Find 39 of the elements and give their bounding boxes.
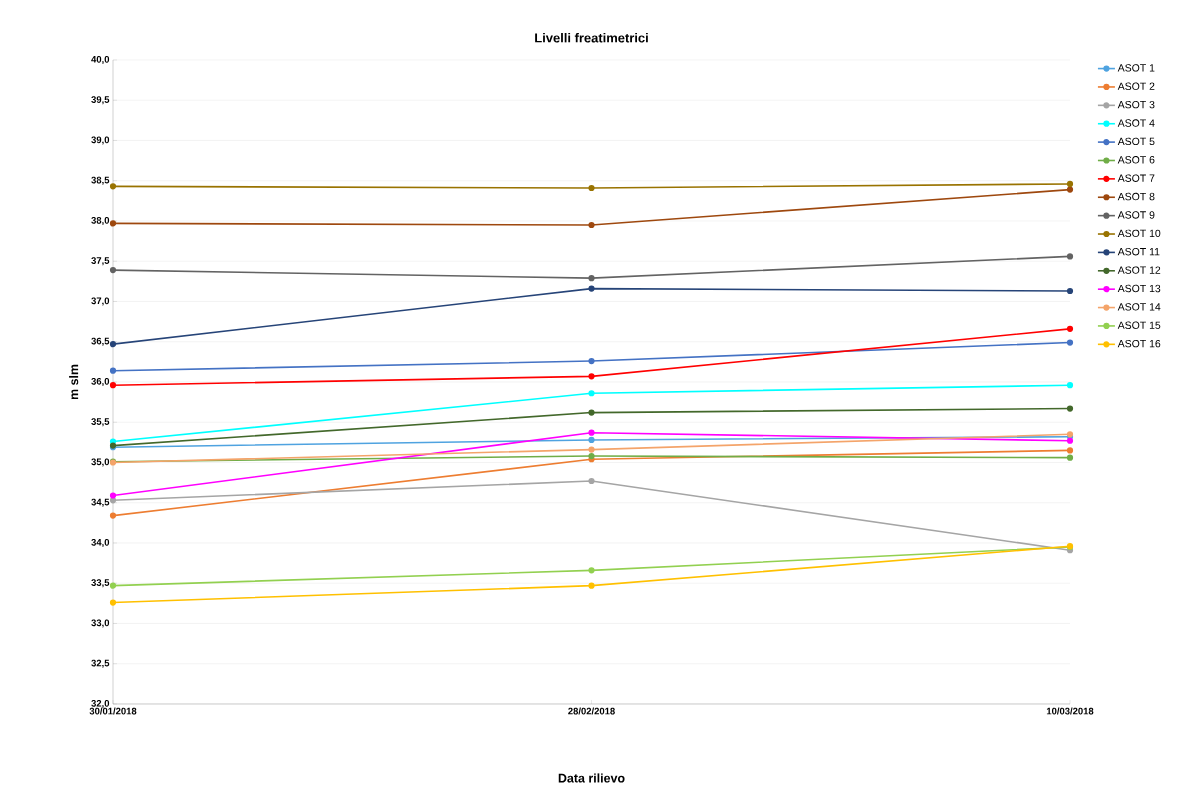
x-tick-label: 10/03/2018 bbox=[1046, 707, 1094, 715]
legend-label: ASOT 6 bbox=[1117, 156, 1155, 164]
y-tick-label: 37,0 bbox=[91, 297, 110, 306]
legend-label: ASOT 3 bbox=[1117, 100, 1155, 109]
legend-label: ASOT 8 bbox=[1117, 192, 1155, 201]
y-tick-label: 35,5 bbox=[91, 418, 110, 427]
y-tick-label: 40,0 bbox=[91, 55, 110, 65]
x-tick-label: 30/01/2018 bbox=[89, 707, 137, 715]
legend-label: ASOT 13 bbox=[1117, 284, 1161, 293]
y-tick-label: 38,5 bbox=[91, 176, 110, 185]
y-tick-label: 39,0 bbox=[91, 136, 110, 145]
legend-label: ASOT 11 bbox=[1117, 248, 1160, 256]
legend-label: ASOT 15 bbox=[1117, 321, 1161, 329]
chart-title: Livelli freatimetrici bbox=[535, 32, 648, 43]
y-tick-label: 34,5 bbox=[91, 498, 110, 507]
legend-label: ASOT 16 bbox=[1117, 339, 1161, 348]
y-tick-label: 33,5 bbox=[91, 579, 110, 588]
y-tick-label: 33,0 bbox=[91, 619, 110, 628]
y-tick-label: 37,5 bbox=[91, 257, 110, 266]
legend-label: ASOT 5 bbox=[1117, 137, 1155, 146]
legend-label: ASOT 14 bbox=[1117, 303, 1161, 311]
x-axis-title: Data rilievo bbox=[558, 773, 625, 783]
legend-label: ASOT 10 bbox=[1117, 229, 1161, 238]
y-tick-label: 35,0 bbox=[91, 458, 110, 467]
x-tick-label: 28/02/2018 bbox=[568, 707, 615, 715]
legend-label: ASOT 1 bbox=[1117, 64, 1155, 72]
y-axis-title: m slm bbox=[69, 364, 79, 400]
y-tick-label: 36,0 bbox=[91, 377, 110, 387]
y-tick-label: 38,0 bbox=[91, 216, 110, 226]
legend-label: ASOT 12 bbox=[1117, 266, 1161, 274]
legend-label: ASOT 4 bbox=[1117, 119, 1155, 127]
y-tick-label: 39,5 bbox=[91, 96, 110, 105]
y-tick-label: 32,5 bbox=[91, 659, 110, 668]
y-tick-label: 32,0 bbox=[91, 699, 110, 709]
y-tick-label: 36,5 bbox=[91, 337, 110, 346]
legend-label: ASOT 7 bbox=[1117, 174, 1155, 182]
legend-label: ASOT 2 bbox=[1117, 82, 1155, 90]
legend-label: ASOT 9 bbox=[1117, 211, 1155, 219]
y-tick-label: 34,0 bbox=[91, 538, 110, 548]
